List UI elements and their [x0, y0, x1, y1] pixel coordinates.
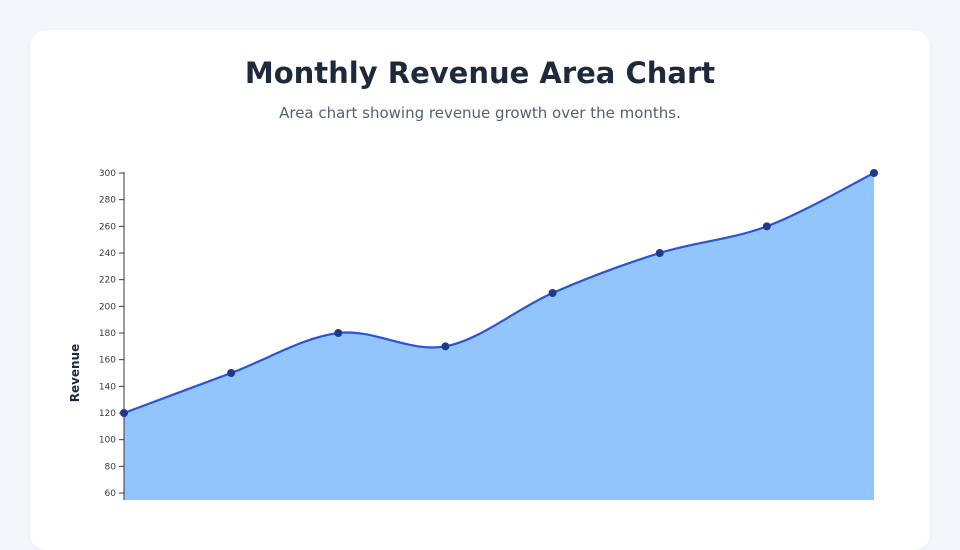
y-tick-label: 260	[99, 222, 116, 232]
y-axis-label: Revenue	[68, 344, 82, 403]
y-tick-label: 140	[99, 382, 116, 392]
revenue-area	[124, 173, 874, 500]
y-tick-label: 220	[99, 276, 116, 286]
data-point	[762, 222, 771, 231]
y-tick-label: 300	[99, 169, 116, 179]
data-point	[120, 409, 128, 417]
data-point	[334, 329, 343, 337]
area-chart: 60 80 100 120 140 160 180 200 220 240 260 280 300 Re…	[68, 169, 878, 500]
y-tick-label: 200	[99, 302, 116, 312]
data-point	[227, 369, 236, 377]
chart-subtitle: Area chart showing revenue growth over t…	[279, 104, 681, 122]
y-tick-label: 240	[99, 249, 116, 259]
y-tick-label: 100	[99, 436, 116, 446]
y-tick-label: 280	[99, 196, 116, 206]
y-tick-label: 160	[99, 356, 116, 366]
y-tick-label: 180	[99, 329, 116, 339]
y-tick-label: 80	[105, 462, 117, 472]
data-point	[441, 342, 450, 351]
y-tick-label: 60	[105, 489, 117, 499]
data-point	[870, 169, 878, 177]
area-layer	[123, 172, 875, 500]
data-point	[655, 249, 664, 257]
revenue-line	[123, 172, 875, 415]
data-point	[548, 289, 557, 297]
y-axis: 60 80 100 120 140 160 180 200 220 240 260 280 300	[99, 169, 125, 500]
data-points	[120, 169, 878, 417]
chart-title: Monthly Revenue Area Chart	[244, 56, 716, 90]
y-tick-label: 120	[99, 409, 116, 419]
